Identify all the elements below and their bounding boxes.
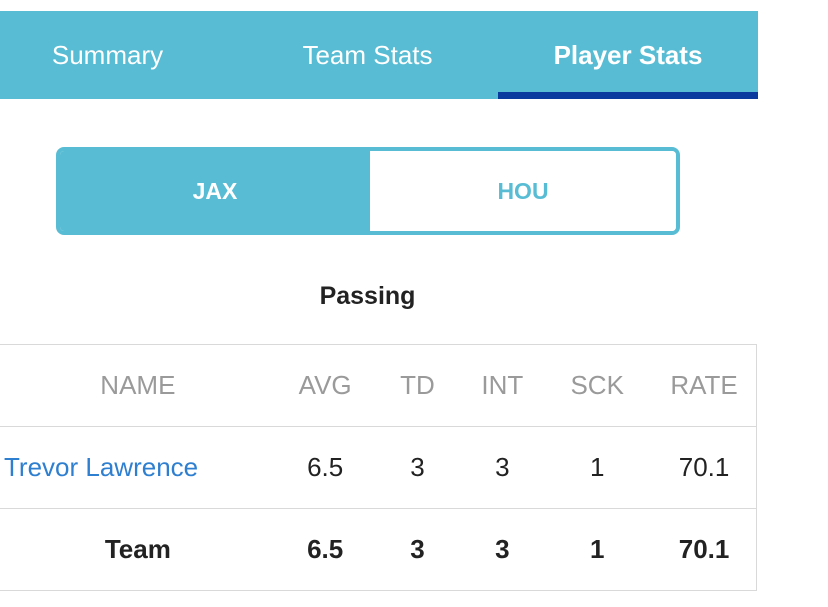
team-toggle-hou[interactable]: HOU — [370, 151, 676, 231]
table-row: Trevor Lawrence 6.5 3 3 1 70.1 — [0, 426, 758, 509]
tab-player-stats[interactable]: Player Stats — [553, 40, 703, 70]
header-avg: AVG — [277, 344, 373, 427]
total-rate: 70.1 — [652, 508, 758, 591]
cell-td: 3 — [372, 426, 463, 509]
passing-table: NAME AVG TD INT SCK RATE Trevor Lawrence… — [0, 344, 758, 591]
header-sck: SCK — [542, 344, 653, 427]
total-int: 3 — [462, 508, 543, 591]
total-avg: 6.5 — [277, 508, 373, 591]
tab-summary[interactable]: Summary — [51, 40, 164, 70]
cell-sck: 1 — [542, 426, 653, 509]
table-header-row: NAME AVG TD INT SCK RATE — [0, 344, 758, 427]
player-name-link[interactable]: Trevor Lawrence — [0, 426, 278, 509]
header-td: TD — [372, 344, 463, 427]
header-rate: RATE — [652, 344, 758, 427]
header-name: NAME — [0, 344, 278, 427]
team-toggle-jax[interactable]: JAX — [60, 151, 370, 231]
total-td: 3 — [372, 508, 463, 591]
team-toggle: JAX HOU — [56, 147, 680, 235]
cell-rate: 70.1 — [652, 426, 758, 509]
header-int: INT — [462, 344, 543, 427]
section-title: Passing — [319, 282, 416, 310]
total-label: Team — [0, 508, 278, 591]
active-tab-indicator — [498, 92, 758, 99]
tab-team-stats[interactable]: Team Stats — [302, 40, 433, 70]
cell-int: 3 — [462, 426, 543, 509]
table-total-row: Team 6.5 3 3 1 70.1 — [0, 508, 758, 591]
tab-bar: Summary Team Stats Player Stats — [0, 11, 758, 99]
total-sck: 1 — [542, 508, 653, 591]
cell-avg: 6.5 — [277, 426, 373, 509]
